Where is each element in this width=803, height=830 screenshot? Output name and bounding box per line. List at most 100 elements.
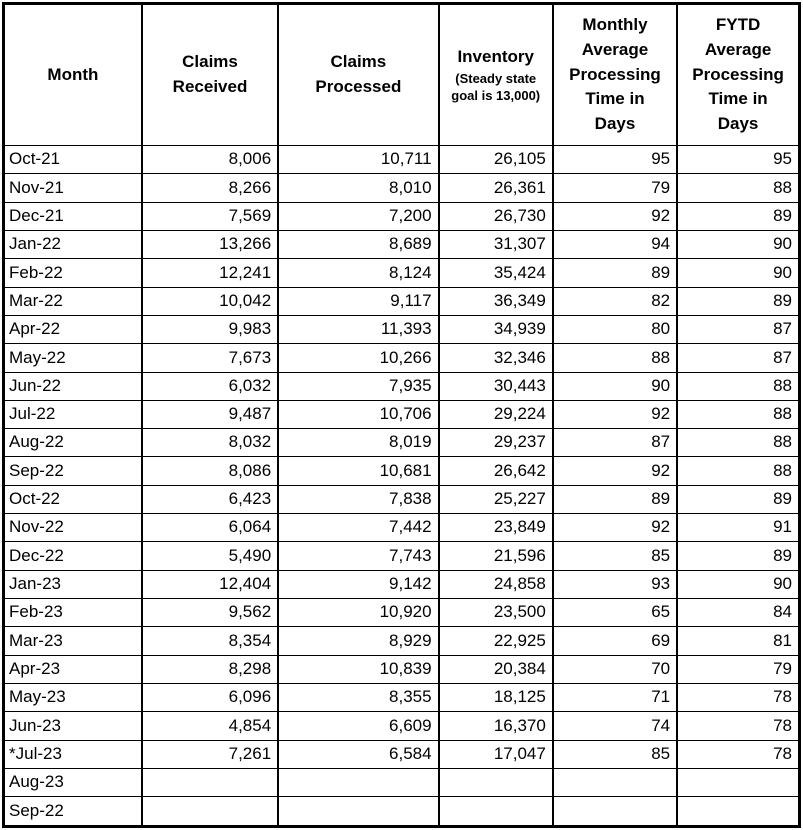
table-row: Jun-23 4,854 6,609 16,370 74 78: [2, 711, 801, 741]
monthly-avg-cell: 95: [551, 144, 679, 175]
claims-processed-cell: 7,743: [277, 541, 440, 571]
claims-processed-cell: 7,200: [277, 201, 440, 231]
fytd-avg-cell: [676, 796, 801, 827]
monthly-avg-cell: 92: [551, 201, 679, 231]
month-cell: Nov-22: [2, 513, 143, 543]
inventory-cell: 35,424: [437, 258, 554, 288]
claims-processed-cell: 7,838: [277, 484, 440, 515]
claims-processed-cell: 10,839: [277, 654, 440, 684]
inventory-cell: 31,307: [437, 229, 554, 260]
inventory-cell: 21,596: [437, 541, 554, 571]
monthly-avg-cell: 65: [551, 597, 679, 628]
inventory-cell: 26,730: [437, 201, 554, 231]
monthly-avg-cell: 87: [551, 428, 679, 458]
fytd-avg-cell: 78: [676, 711, 801, 741]
month-cell: May-23: [2, 682, 143, 713]
month-cell: Aug-23: [2, 767, 143, 798]
table-row: Jun-22 6,032 7,935 30,443 90 88: [2, 371, 801, 401]
fytd-avg-cell: 95: [676, 144, 801, 175]
inventory-cell: 17,047: [437, 739, 554, 769]
monthly-avg-cell: 90: [551, 371, 679, 401]
fytd-avg-cell: 90: [676, 229, 801, 260]
claims-received-cell: 7,569: [140, 201, 280, 231]
month-cell: Jun-23: [2, 711, 143, 741]
inventory-cell: 16,370: [437, 711, 554, 741]
table-row: Dec-21 7,569 7,200 26,730 92 89: [2, 201, 801, 231]
fytd-avg-cell: 89: [676, 541, 801, 571]
table-row: Mar-22 10,042 9,117 36,349 82 89: [2, 286, 801, 316]
inventory-cell: 24,858: [437, 569, 554, 600]
inventory-cell: 30,443: [437, 371, 554, 401]
fytd-avg-cell: 87: [676, 314, 801, 345]
month-cell: *Jul-23: [2, 739, 143, 769]
inventory-cell: 22,925: [437, 626, 554, 656]
monthly-avg-cell: 79: [551, 173, 679, 203]
claims-received-cell: 6,032: [140, 371, 280, 401]
inventory-cell: 32,346: [437, 343, 554, 373]
claims-received-cell: 6,096: [140, 682, 280, 713]
fytd-avg-cell: 78: [676, 682, 801, 713]
monthly-avg-cell: 85: [551, 739, 679, 769]
fytd-avg-cell: 90: [676, 258, 801, 288]
claims-processed-cell: 10,266: [277, 343, 440, 373]
claims-received-cell: 8,298: [140, 654, 280, 684]
column-header-month: Month: [2, 3, 143, 146]
claims-received-cell: [140, 767, 280, 798]
inventory-cell: 34,939: [437, 314, 554, 345]
table-row: *Jul-23 7,261 6,584 17,047 85 78: [2, 739, 801, 769]
monthly-avg-cell: 94: [551, 229, 679, 260]
monthly-avg-cell: 92: [551, 456, 679, 486]
claims-processed-cell: 10,706: [277, 399, 440, 430]
claims-processed-cell: 7,442: [277, 513, 440, 543]
claims-processed-cell: 6,584: [277, 739, 440, 769]
monthly-avg-cell: [551, 767, 679, 798]
inventory-cell: 20,384: [437, 654, 554, 684]
claims-received-cell: 5,490: [140, 541, 280, 571]
month-cell: Feb-23: [2, 597, 143, 628]
fytd-avg-cell: 88: [676, 428, 801, 458]
claims-processed-cell: 8,355: [277, 682, 440, 713]
month-cell: Mar-22: [2, 286, 143, 316]
monthly-avg-cell: 89: [551, 258, 679, 288]
month-cell: Oct-22: [2, 484, 143, 515]
month-cell: Mar-23: [2, 626, 143, 656]
table-row: Oct-22 6,423 7,838 25,227 89 89: [2, 484, 801, 515]
claims-received-cell: 8,266: [140, 173, 280, 203]
claims-received-cell: 8,006: [140, 144, 280, 175]
claims-processed-cell: 9,142: [277, 569, 440, 600]
fytd-avg-cell: 88: [676, 399, 801, 430]
claims-received-cell: 9,487: [140, 399, 280, 430]
inventory-cell: [437, 796, 554, 827]
monthly-avg-cell: 85: [551, 541, 679, 571]
table-row: May-23 6,096 8,355 18,125 71 78: [2, 682, 801, 713]
monthly-avg-cell: 80: [551, 314, 679, 345]
claims-received-cell: [140, 796, 280, 827]
monthly-avg-cell: 82: [551, 286, 679, 316]
inventory-cell: 29,237: [437, 428, 554, 458]
table-row: Nov-22 6,064 7,442 23,849 92 91: [2, 513, 801, 543]
monthly-avg-cell: 70: [551, 654, 679, 684]
claims-processed-cell: 11,393: [277, 314, 440, 345]
table-row: May-22 7,673 10,266 32,346 88 87: [2, 343, 801, 373]
month-cell: Apr-23: [2, 654, 143, 684]
table-header: Month Claims Received Claims Processed I…: [2, 3, 801, 146]
claims-processed-cell: 8,019: [277, 428, 440, 458]
monthly-avg-cell: 71: [551, 682, 679, 713]
month-cell: Nov-21: [2, 173, 143, 203]
fytd-avg-cell: [676, 767, 801, 798]
fytd-avg-cell: 87: [676, 343, 801, 373]
column-header-inventory: Inventory (Steady state goal is 13,000): [437, 3, 554, 146]
claims-received-cell: 10,042: [140, 286, 280, 316]
inventory-cell: 26,105: [437, 144, 554, 175]
claims-received-cell: 12,241: [140, 258, 280, 288]
monthly-avg-cell: 69: [551, 626, 679, 656]
fytd-avg-cell: 79: [676, 654, 801, 684]
table-row: Jan-22 13,266 8,689 31,307 94 90: [2, 229, 801, 260]
inventory-cell: 29,224: [437, 399, 554, 430]
claims-received-cell: 8,032: [140, 428, 280, 458]
claims-processed-cell: 10,711: [277, 144, 440, 175]
table-row: Jul-22 9,487 10,706 29,224 92 88: [2, 399, 801, 430]
monthly-avg-cell: [551, 796, 679, 827]
monthly-avg-cell: 89: [551, 484, 679, 515]
inventory-cell: 25,227: [437, 484, 554, 515]
